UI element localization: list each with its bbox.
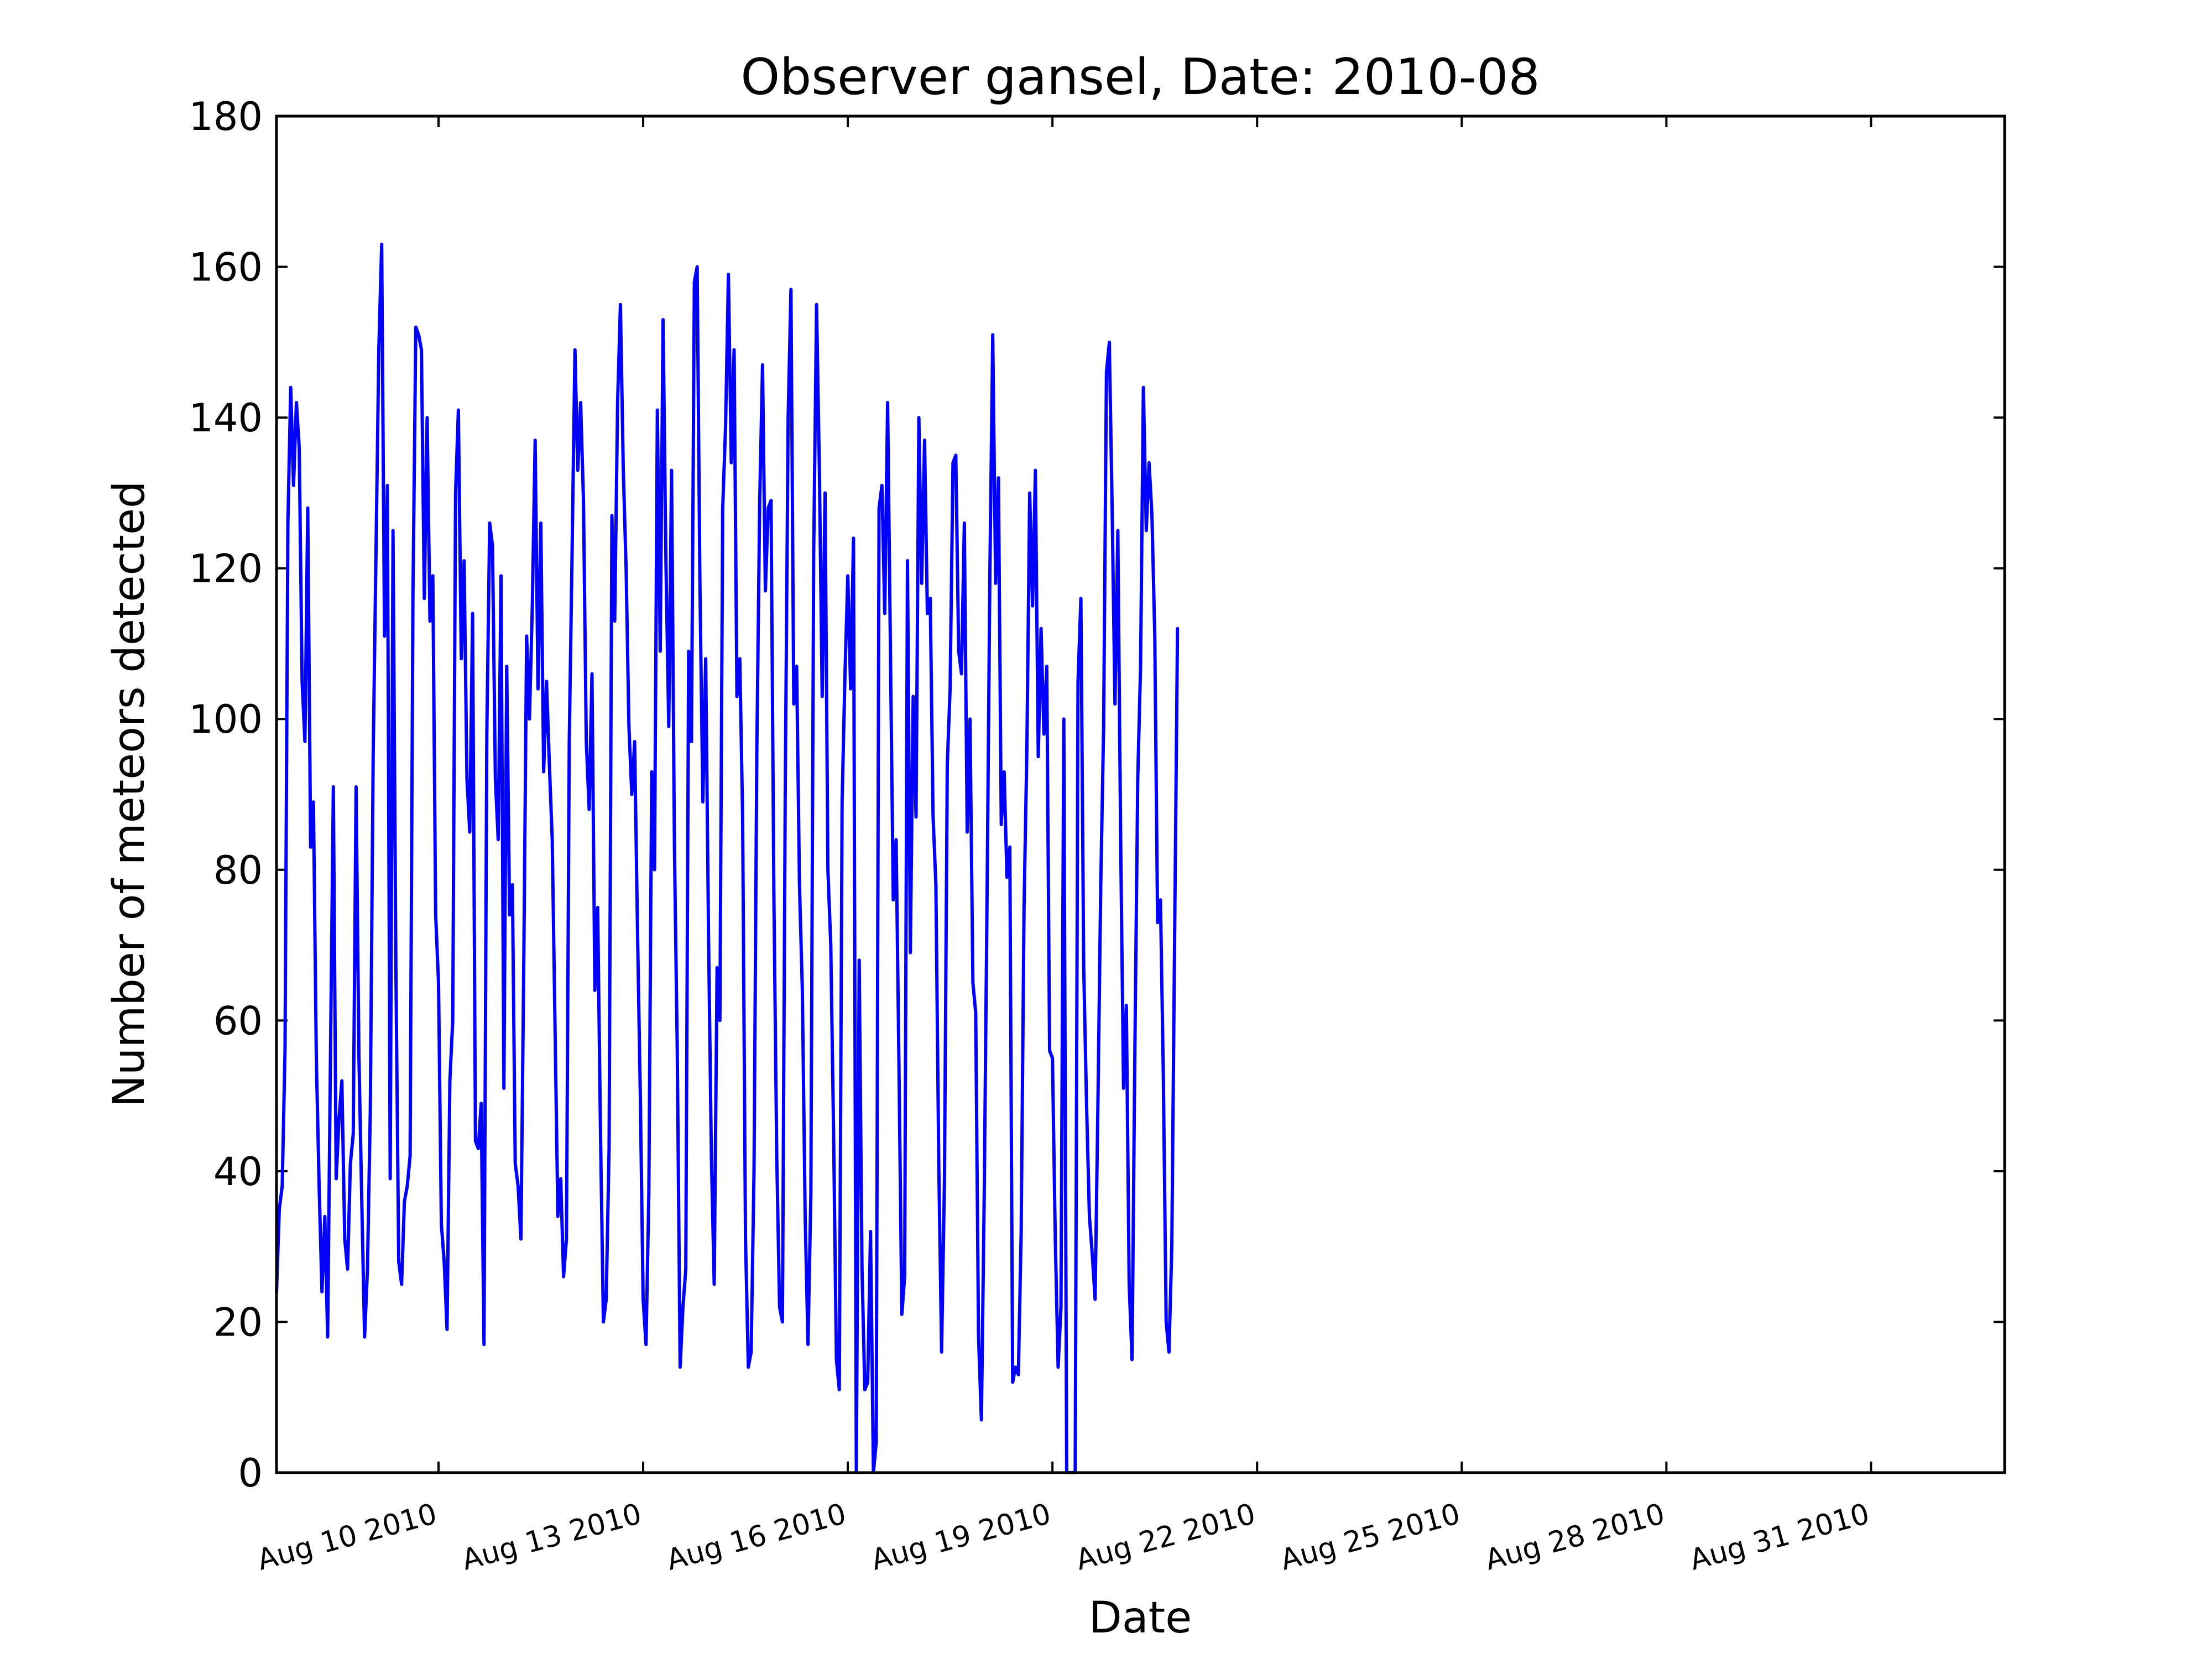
y-axis-ticks: 0 20 40 60 80 100 120 140 160 180 (189, 94, 2005, 1496)
chart-title: Observer gansel, Date: 2010-08 (740, 48, 1540, 106)
y-tick-label: 180 (189, 94, 263, 139)
y-tick-label: 100 (189, 697, 263, 742)
x-tick-label: Aug 25 2010 (1277, 1498, 1463, 1577)
y-tick-label: 120 (189, 546, 263, 592)
x-tick-label: Aug 28 2010 (1481, 1498, 1668, 1577)
x-tick-label: Aug 13 2010 (458, 1498, 645, 1577)
x-tick-label: Aug 10 2010 (254, 1498, 440, 1577)
y-tick-label: 80 (213, 848, 263, 893)
y-tick-label: 60 (213, 998, 263, 1044)
y-tick-label: 140 (189, 395, 263, 441)
y-axis-label: Number of meteors detected (105, 481, 154, 1108)
plot-background (276, 116, 2005, 1473)
plot-frame (275, 114, 2006, 1474)
y-tick-label: 0 (238, 1451, 263, 1496)
series-line (275, 242, 1180, 1474)
y-tick-label: 20 (213, 1300, 263, 1345)
y-tick-label: 40 (213, 1149, 263, 1194)
x-tick-label: Aug 16 2010 (663, 1498, 849, 1577)
y-tick-label: 160 (189, 245, 263, 290)
x-tick-label: Aug 19 2010 (868, 1498, 1054, 1577)
x-axis-label: Date (1089, 1593, 1192, 1643)
x-tick-label: Aug 31 2010 (1687, 1498, 1873, 1577)
x-tick-label: Aug 22 2010 (1072, 1498, 1259, 1577)
